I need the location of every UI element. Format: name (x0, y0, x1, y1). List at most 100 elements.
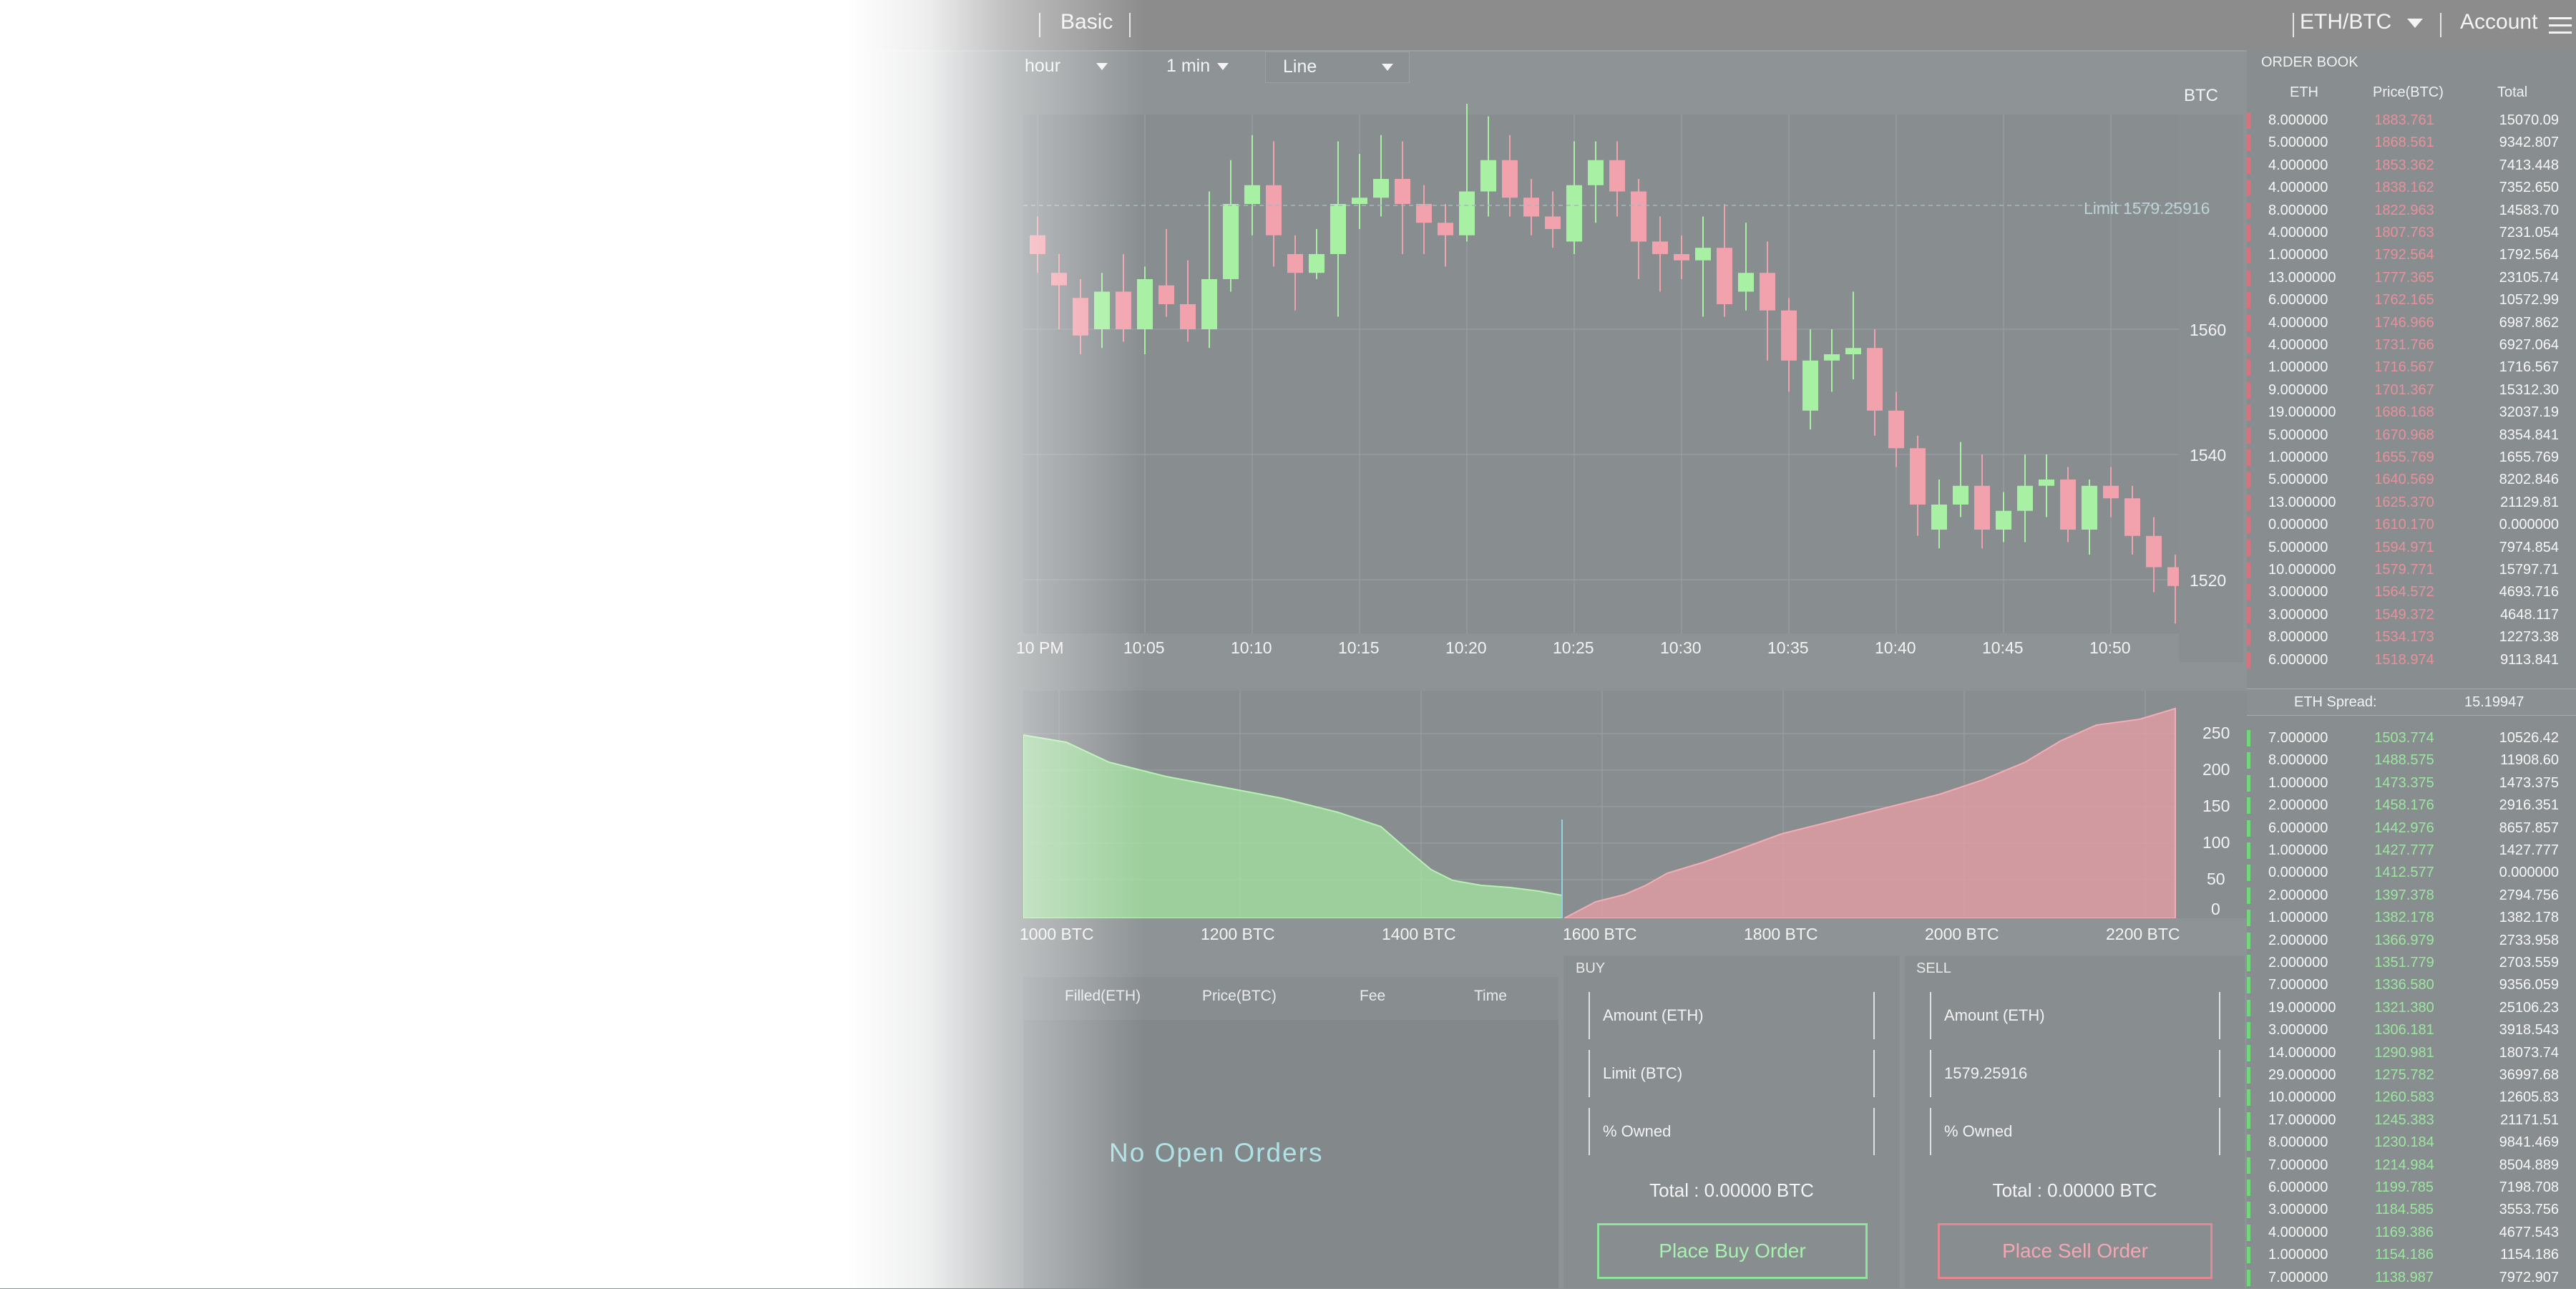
candle (1545, 191, 1561, 248)
ask-row[interactable]: 19.000000 1686.168 32037.19 (2247, 402, 2576, 424)
bid-row[interactable]: 1.000000 1154.186 1154.186 (2247, 1244, 2576, 1266)
buy-owned-input[interactable]: % Owned (1589, 1108, 1875, 1155)
amount-cell: 4.000000 (2268, 337, 2328, 353)
ask-row[interactable]: 13.000000 1625.370 21129.81 (2247, 492, 2576, 514)
ask-row[interactable]: 5.000000 1640.569 8202.846 (2247, 469, 2576, 491)
bid-row[interactable]: 7.000000 1336.580 9356.059 (2247, 974, 2576, 996)
bid-row[interactable]: 1.000000 1382.178 1382.178 (2247, 907, 2576, 929)
ask-row[interactable]: 1.000000 1716.567 1716.567 (2247, 356, 2576, 379)
ask-row[interactable]: 5.000000 1594.971 7974.854 (2247, 537, 2576, 559)
bid-row[interactable]: 2.000000 1366.979 2733.958 (2247, 930, 2576, 952)
total-cell: 12605.83 (2499, 1089, 2559, 1106)
price-cell: 1594.971 (2374, 539, 2434, 555)
place-buy-order-button[interactable]: Place Buy Order (1597, 1223, 1868, 1279)
bid-row[interactable]: 10.000000 1260.583 12605.83 (2247, 1086, 2576, 1109)
bid-row[interactable]: 3.000000 1184.585 3553.756 (2247, 1199, 2576, 1221)
ask-row[interactable]: 8.000000 1822.963 14583.70 (2247, 200, 2576, 222)
range-select[interactable]: hour (1025, 56, 1108, 79)
candle (1824, 329, 1840, 392)
ask-row[interactable]: 1.000000 1655.769 1655.769 (2247, 447, 2576, 469)
price-cell: 1610.170 (2374, 517, 2434, 533)
ask-row[interactable]: 4.000000 1746.966 6987.862 (2247, 312, 2576, 334)
bid-row[interactable]: 6.000000 1442.976 8657.857 (2247, 817, 2576, 840)
buy-amount-input[interactable]: Amount (ETH) (1589, 992, 1875, 1039)
ob-col-total: Total (2497, 84, 2528, 100)
amount-cell: 1.000000 (2268, 359, 2328, 376)
price-cell: 1518.974 (2374, 651, 2434, 668)
bid-row[interactable]: 4.000000 1169.386 4677.543 (2247, 1222, 2576, 1244)
sell-amount-input[interactable]: Amount (ETH) (1930, 992, 2220, 1039)
bid-row[interactable]: 2.000000 1458.176 2916.351 (2247, 794, 2576, 817)
place-sell-order-button[interactable]: Place Sell Order (1938, 1223, 2212, 1279)
total-cell: 0.000000 (2499, 865, 2559, 881)
bid-row[interactable]: 0.000000 1412.577 0.000000 (2247, 862, 2576, 884)
empty-orders-message: No Open Orders (1109, 1138, 1324, 1167)
total-cell: 3553.756 (2499, 1202, 2559, 1218)
bid-row[interactable]: 2.000000 1397.378 2794.756 (2247, 885, 2576, 907)
bid-row[interactable]: 2.000000 1351.779 2703.559 (2247, 952, 2576, 974)
pair-selector[interactable]: ETH/BTC (2300, 10, 2392, 34)
bid-row[interactable]: 3.000000 1306.181 3918.543 (2247, 1019, 2576, 1041)
sell-title: SELL (1916, 960, 1951, 976)
account-menu[interactable]: Account (2460, 10, 2538, 34)
ask-row[interactable]: 5.000000 1670.968 8354.841 (2247, 424, 2576, 447)
price-y-tick: 1540 (2190, 446, 2227, 464)
ask-row[interactable]: 3.000000 1549.372 4648.117 (2247, 604, 2576, 626)
buy-limit-input[interactable]: Limit (BTC) (1589, 1050, 1875, 1097)
bid-row[interactable]: 7.000000 1214.984 8504.889 (2247, 1154, 2576, 1177)
depth-bar (2247, 381, 2250, 399)
ask-row[interactable]: 4.000000 1807.763 7231.054 (2247, 222, 2576, 244)
ask-row[interactable]: 5.000000 1868.561 9342.807 (2247, 132, 2576, 154)
depth-bar (2247, 449, 2250, 466)
ask-row[interactable]: 6.000000 1518.974 9113.841 (2247, 649, 2576, 671)
amount-cell: 7.000000 (2268, 1157, 2328, 1173)
depth-bar (2247, 819, 2250, 837)
sell-limit-input[interactable]: 1579.25916 (1930, 1050, 2220, 1097)
bid-row[interactable]: 6.000000 1199.785 7198.708 (2247, 1177, 2576, 1199)
candle (1588, 141, 1604, 223)
total-cell: 36997.68 (2499, 1067, 2559, 1083)
bid-row[interactable]: 17.000000 1245.383 21171.51 (2247, 1109, 2576, 1132)
bid-row[interactable]: 7.000000 1138.987 7972.907 (2247, 1267, 2576, 1289)
chevron-down-icon[interactable] (2407, 19, 2423, 31)
depth-bar (2247, 1044, 2250, 1061)
bid-row[interactable]: 29.000000 1275.782 36997.68 (2247, 1064, 2576, 1086)
ask-row[interactable]: 4.000000 1731.766 6927.064 (2247, 334, 2576, 356)
bid-row[interactable]: 1.000000 1473.375 1473.375 (2247, 772, 2576, 794)
bid-row[interactable]: 8.000000 1230.184 9841.469 (2247, 1132, 2576, 1154)
amount-cell: 0.000000 (2268, 865, 2328, 881)
ask-row[interactable]: 1.000000 1792.564 1792.564 (2247, 244, 2576, 266)
ask-row[interactable]: 10.000000 1579.771 15797.71 (2247, 559, 2576, 581)
ask-row[interactable]: 4.000000 1838.162 7352.650 (2247, 177, 2576, 199)
bid-row[interactable]: 19.000000 1321.380 25106.23 (2247, 997, 2576, 1019)
tab-basic[interactable]: Basic (1060, 10, 1113, 34)
bid-row[interactable]: 8.000000 1488.575 11908.60 (2247, 749, 2576, 772)
bid-row[interactable]: 14.000000 1290.981 18073.74 (2247, 1042, 2576, 1064)
ask-row[interactable]: 6.000000 1762.165 10572.99 (2247, 289, 2576, 311)
amount-cell: 7.000000 (2268, 977, 2328, 993)
ask-row[interactable]: 13.000000 1777.365 23105.74 (2247, 267, 2576, 289)
total-cell: 7974.854 (2499, 539, 2559, 555)
interval-select[interactable]: 1 min (1166, 56, 1229, 79)
hamburger-menu-icon[interactable] (2549, 17, 2572, 34)
total-cell: 14583.70 (2499, 202, 2559, 218)
chart-type-select[interactable]: Line (1265, 52, 1410, 83)
bid-row[interactable]: 7.000000 1503.774 10526.42 (2247, 727, 2576, 749)
ask-row[interactable]: 4.000000 1853.362 7413.448 (2247, 155, 2576, 177)
price-cell: 1488.575 (2374, 752, 2434, 769)
total-cell: 23105.74 (2499, 269, 2559, 286)
sell-owned-input[interactable]: % Owned (1930, 1108, 2220, 1155)
total-cell: 21129.81 (2500, 494, 2559, 510)
ask-row[interactable]: 8.000000 1883.761 15070.09 (2247, 110, 2576, 132)
depth-x-tick: 1800 BTC (1744, 925, 1818, 943)
ask-row[interactable]: 3.000000 1564.572 4693.716 (2247, 581, 2576, 603)
ask-row[interactable]: 9.000000 1701.367 15312.30 (2247, 379, 2576, 402)
depth-bar (2247, 606, 2250, 623)
ask-row[interactable]: 0.000000 1610.170 0.000000 (2247, 514, 2576, 536)
amount-cell: 9.000000 (2268, 381, 2328, 398)
candle (1760, 241, 1775, 361)
bid-row[interactable]: 1.000000 1427.777 1427.777 (2247, 840, 2576, 862)
ask-row[interactable]: 8.000000 1534.173 12273.38 (2247, 626, 2576, 648)
candle (1287, 235, 1303, 311)
order-book-panel (2247, 50, 2576, 1288)
